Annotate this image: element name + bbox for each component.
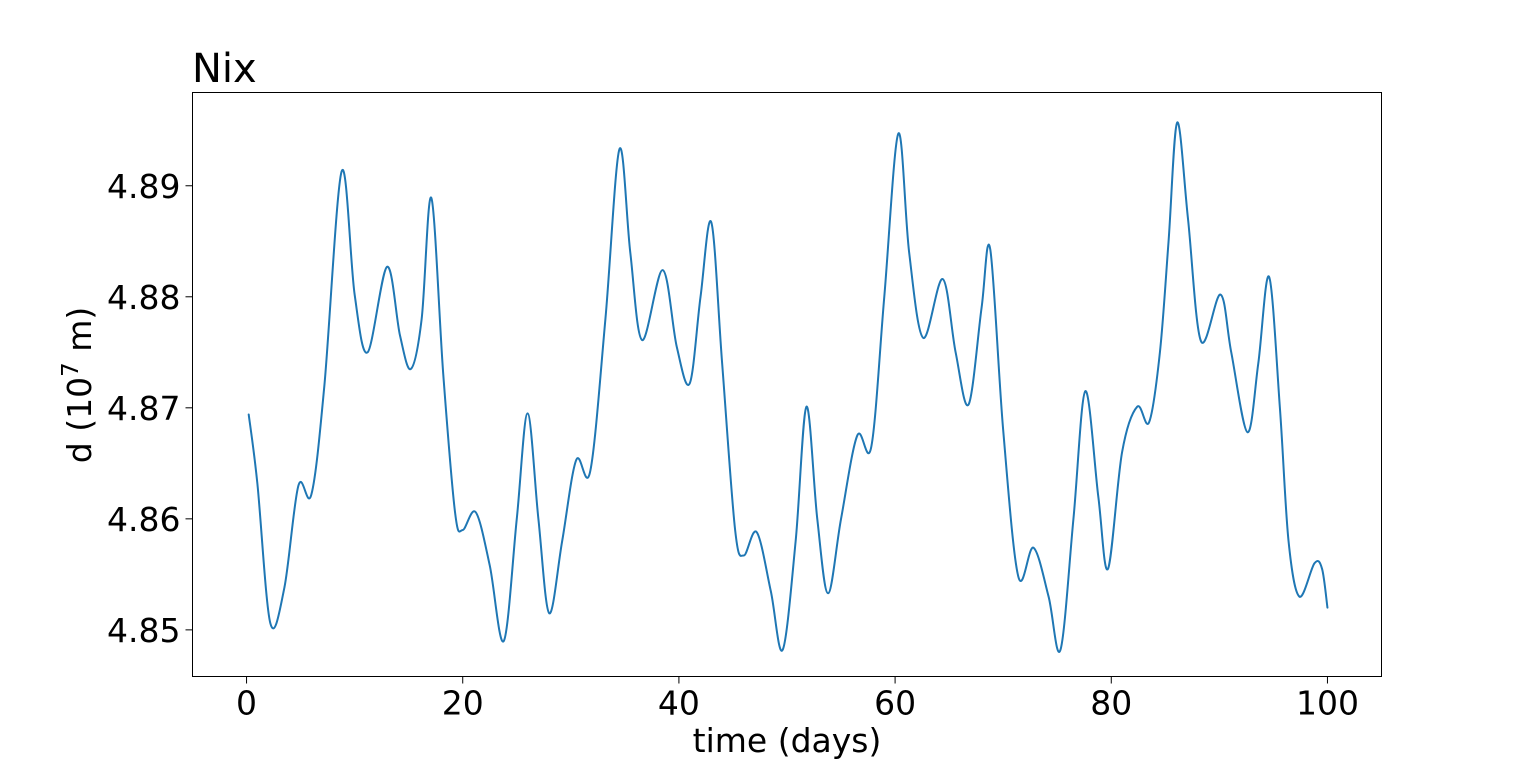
x-tick-label: 60	[874, 684, 916, 723]
y-tick-label: 4.86	[107, 500, 180, 539]
y-axis-label: d (107 m)	[58, 307, 99, 463]
x-tick-label: 40	[658, 684, 700, 723]
x-axis-ticks: 0 20 40 60 80 100	[236, 676, 1359, 723]
x-tick-label: 0	[236, 684, 257, 723]
y-axis-ticks: 4.85 4.86 4.87 4.88 4.89	[107, 167, 193, 650]
x-tick-label: 80	[1090, 684, 1132, 723]
y-axis-label-prefix: d (10	[60, 377, 99, 463]
x-axis-label: time (days)	[693, 721, 882, 760]
y-tick-label: 4.87	[107, 389, 180, 428]
y-tick-label: 4.88	[107, 278, 180, 317]
x-tick-label: 100	[1296, 684, 1359, 723]
chart-title: Nix	[192, 46, 257, 92]
plot-area-frame	[192, 92, 1382, 677]
x-tick-label: 20	[442, 684, 484, 723]
y-axis-label-suffix: m)	[60, 307, 99, 363]
series-line	[247, 121, 1329, 653]
y-tick-label: 4.89	[107, 167, 180, 206]
y-tick-label: 4.85	[107, 611, 180, 650]
y-axis-label-exponent: 7	[58, 362, 84, 377]
